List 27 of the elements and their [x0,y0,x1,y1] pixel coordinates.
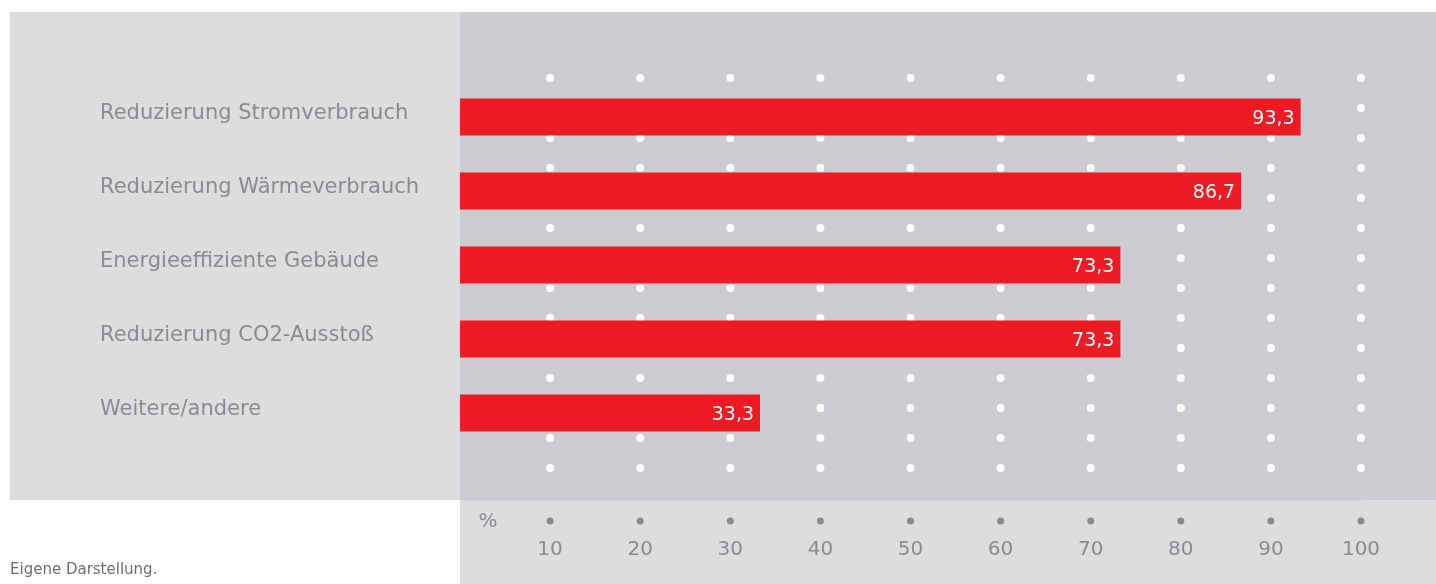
x-tick-label: 40 [807,536,834,560]
data-label: 86,7 [1192,180,1236,202]
text: Eigene Darstellung. [10,560,158,578]
x-tick-label: 20 [627,536,653,560]
bar [460,172,1242,210]
x-axis-title: % [478,508,498,532]
y-tick-label: Reduzierung Wärmeverbrauch [100,174,420,198]
bar [460,394,761,432]
data-label: 93,3 [1252,106,1295,128]
y-tick-label: Energieeffiziente Gebäude [100,248,379,272]
data-label: 73,3 [1072,254,1115,276]
y-tick-label: Reduzierung Stromverbrauch [100,100,409,124]
y-tick-label: Reduzierung CO2-Ausstoß [100,322,374,346]
x-tick-label: 90 [1258,536,1284,560]
data-label: 73,3 [1072,328,1115,350]
x-tick-label: 70 [1077,536,1104,560]
x-tick-label: 10 [537,536,563,560]
bar [460,320,1121,358]
bar [460,246,1121,284]
x-tick-label: 80 [1168,536,1194,560]
bar [460,98,1301,136]
x-tick-label: 60 [987,536,1014,560]
x-tick-label: 100 [1341,536,1381,560]
y-tick-label: Weitere/andere [100,396,262,420]
x-tick-label: 30 [717,536,744,560]
data-label: 33,3 [711,402,755,424]
x-tick-label: 50 [897,536,924,560]
